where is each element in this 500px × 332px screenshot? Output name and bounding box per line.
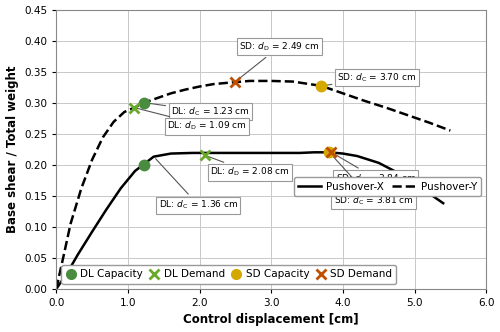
Text: DL: $d_\mathrm{C}$ = 1.23 cm: DL: $d_\mathrm{C}$ = 1.23 cm	[147, 103, 250, 118]
Text: DL: $d_\mathrm{C}$ = 1.36 cm: DL: $d_\mathrm{C}$ = 1.36 cm	[156, 159, 238, 211]
Text: SD: $d_\mathrm{C}$ = 3.81 cm: SD: $d_\mathrm{C}$ = 3.81 cm	[331, 154, 413, 207]
Text: DL: $d_\mathrm{D}$ = 1.09 cm: DL: $d_\mathrm{D}$ = 1.09 cm	[137, 108, 247, 132]
Text: SD: $d_\mathrm{D}$ = 3.84 cm: SD: $d_\mathrm{D}$ = 3.84 cm	[334, 154, 416, 185]
Text: SD: $d_\mathrm{C}$ = 3.70 cm: SD: $d_\mathrm{C}$ = 3.70 cm	[324, 72, 416, 86]
Text: SD: $d_\mathrm{D}$ = 2.49 cm: SD: $d_\mathrm{D}$ = 2.49 cm	[237, 41, 320, 80]
Y-axis label: Base shear / Total weight: Base shear / Total weight	[6, 65, 18, 233]
Legend: DL Capacity, DL Demand, SD Capacity, SD Demand: DL Capacity, DL Demand, SD Capacity, SD …	[62, 265, 396, 284]
X-axis label: Control displacement [cm]: Control displacement [cm]	[184, 313, 359, 326]
Text: DL: $d_\mathrm{D}$ = 2.08 cm: DL: $d_\mathrm{D}$ = 2.08 cm	[208, 156, 290, 178]
